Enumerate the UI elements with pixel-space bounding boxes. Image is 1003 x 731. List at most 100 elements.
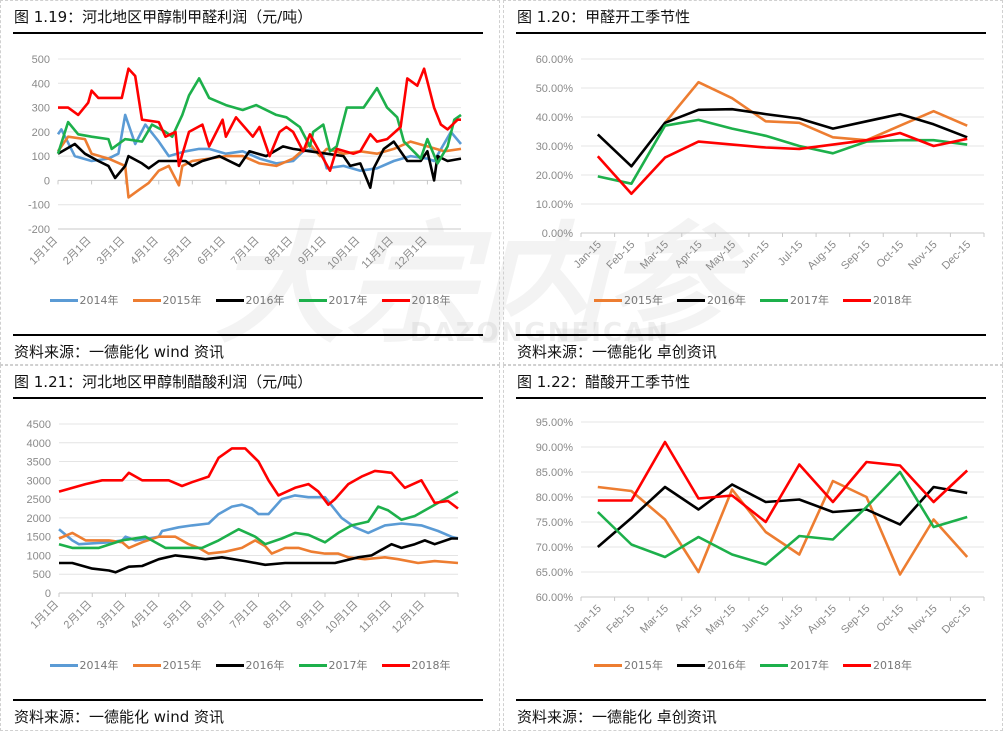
y-tick-label: 0 [45, 588, 51, 600]
y-tick-label: 60.00% [536, 54, 574, 66]
legend-label: 2016年 [707, 294, 746, 307]
legend-label: 2018年 [873, 659, 912, 672]
chart-formaldehyde-operating-rate: 60.00% 50.00% 40.00% 30.00% 20.00% 10.00% 0.00… [536, 54, 985, 273]
y-tick-label: 200 [32, 127, 50, 139]
source-rule [13, 334, 483, 336]
x-tick-label: 7月1日 [228, 599, 261, 632]
legend-label: 2015年 [162, 659, 202, 672]
legend-item: 2016年 [677, 292, 746, 308]
series-line-2018 [597, 440, 969, 524]
legend-item: 2018年 [843, 292, 912, 308]
series-line-2014 [56, 113, 462, 172]
legend-label: 2017年 [328, 659, 368, 672]
source-rule [13, 699, 483, 701]
chart-legend: 2015年 2016年 2017年 2018年 [504, 657, 1002, 673]
y-tick-label: 500 [32, 54, 50, 66]
legend-label: 2015年 [162, 294, 202, 307]
title-rule [516, 32, 986, 34]
y-tick-label: 80.00% [536, 492, 574, 504]
x-tick-label: Nov-15 [906, 239, 940, 273]
legend-label: 2017年 [328, 294, 368, 307]
x-tick-label: Oct-15 [874, 239, 906, 271]
legend-label: 2017年 [790, 294, 829, 307]
panel-acetic-acid-operating-rate: 图 1.22：醋酸开工季节性 95.00% 90.00% 85.00% 80.00% 7… [503, 365, 1003, 731]
chart-title: 图 1.22：醋酸开工季节性 [517, 373, 691, 391]
x-tick-label: Dec-15 [940, 603, 974, 637]
legend-item: 2016年 [215, 657, 285, 673]
legend-swatch [381, 298, 410, 302]
legend-item: 2018年 [381, 657, 451, 673]
y-tick-label: 1500 [27, 532, 51, 544]
y-tick-label: 1000 [27, 550, 51, 562]
x-tick-label: 11月1日 [360, 235, 396, 271]
y-tick-label: 50.00% [536, 83, 574, 95]
series-line-2016 [57, 140, 462, 189]
x-tick-label: 5月1日 [162, 235, 195, 268]
legend-item: 2015年 [132, 292, 202, 308]
x-tick-label: 5月1日 [161, 599, 194, 632]
x-tick-label: 12月1日 [390, 599, 427, 636]
legend-item: 2017年 [298, 292, 368, 308]
x-tick-label: Apr-15 [673, 239, 705, 271]
legend-item: 2017年 [760, 657, 829, 673]
y-tick-label: 300 [32, 103, 50, 115]
x-tick-label: 6月1日 [195, 599, 228, 632]
x-tick-label: 7月1日 [229, 235, 262, 268]
panel-formaldehyde-profit: 图 1.19：河北地区甲醇制甲醛利润（元/吨） 500 400 300 200 100 0… [0, 0, 500, 365]
legend-label: 2018年 [411, 294, 451, 307]
y-tick-label: 30.00% [536, 141, 574, 153]
chart-title: 图 1.21：河北地区甲醇制醋酸利润（元/吨） [14, 373, 313, 391]
y-tick-label: 60.00% [536, 592, 574, 604]
x-tick-label: 9月1日 [296, 235, 329, 268]
legend-item: 2015年 [594, 657, 663, 673]
legend-item: 2016年 [677, 657, 746, 673]
x-tick-label: Mar-15 [638, 239, 671, 272]
x-tick-label: Feb-15 [604, 239, 637, 272]
y-tick-label: 95.00% [536, 417, 574, 429]
legend-swatch [594, 298, 622, 302]
series-line-2014 [58, 494, 459, 546]
legend-item: 2017年 [760, 292, 829, 308]
series-line-2018 [596, 131, 968, 196]
x-tick-label: 10月1日 [323, 599, 360, 636]
legend-label: 2015年 [624, 294, 663, 307]
legend-swatch [215, 663, 244, 667]
series-line-2016 [596, 483, 968, 548]
legend-item: 2016年 [215, 292, 285, 308]
x-tick-label: 1月1日 [28, 599, 61, 632]
legend-swatch [594, 663, 622, 667]
legend-label: 2014年 [79, 294, 119, 307]
legend-label: 2016年 [245, 659, 285, 672]
legend-label: 2018年 [873, 294, 912, 307]
x-tick-label: Oct-15 [874, 603, 906, 635]
legend-label: 2016年 [245, 294, 285, 307]
series-line-2017 [56, 77, 462, 165]
x-tick-label: Feb-15 [604, 603, 637, 636]
legend-swatch [677, 298, 705, 302]
y-tick-label: 65.00% [536, 567, 574, 579]
y-tick-label: 90.00% [536, 442, 574, 454]
series-line-2016 [59, 537, 458, 574]
legend-item: 2014年 [49, 292, 119, 308]
legend-swatch [298, 298, 327, 302]
x-tick-label: Aug-15 [805, 239, 839, 273]
x-tick-label: 4月1日 [128, 235, 161, 268]
series-line-2017 [597, 118, 968, 185]
title-rule [13, 32, 483, 34]
y-tick-label: -100 [28, 200, 50, 212]
source-note: 资料来源：一德能化 卓创资讯 [517, 343, 717, 361]
series-line-2017 [58, 490, 459, 550]
x-tick-label: 6月1日 [195, 235, 228, 268]
x-tick-label: 8月1日 [263, 235, 296, 268]
title-rule [13, 397, 483, 399]
x-tick-label: Sep-15 [839, 603, 873, 637]
x-tick-label: May-15 [704, 239, 738, 273]
legend-swatch [298, 663, 327, 667]
legend-swatch [677, 663, 705, 667]
legend-swatch [381, 663, 410, 667]
legend-swatch [49, 298, 78, 302]
y-tick-label: 3500 [27, 457, 51, 469]
y-tick-label: 4000 [27, 438, 51, 450]
y-tick-label: 4500 [27, 419, 51, 431]
